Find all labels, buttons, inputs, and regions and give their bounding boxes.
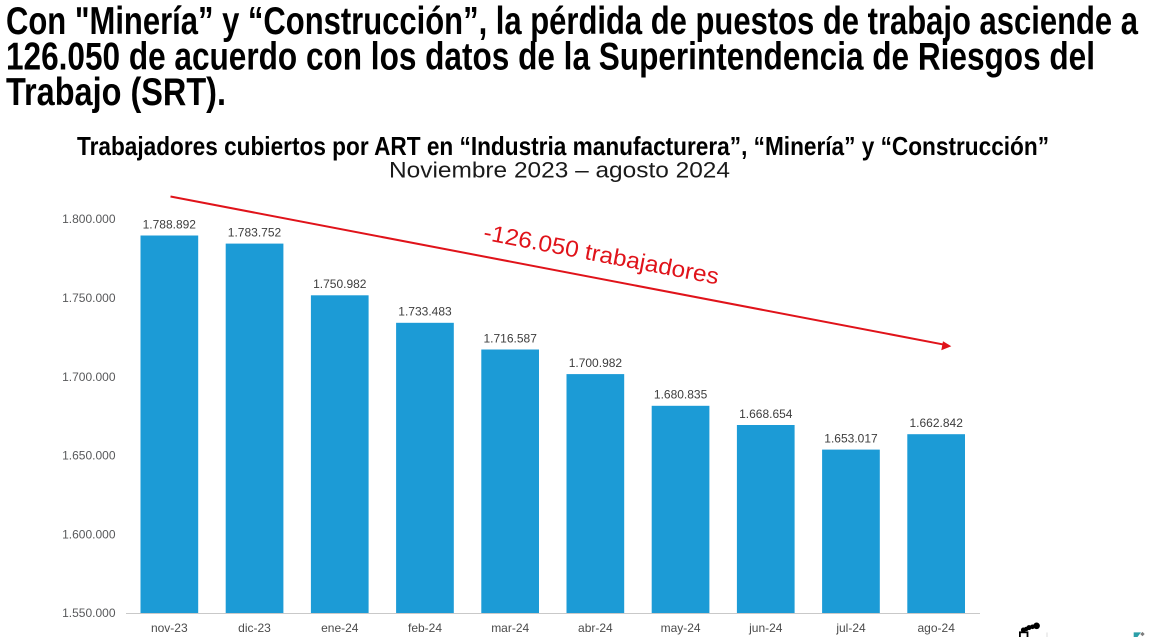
svg-text:1.700.000: 1.700.000 — [62, 370, 116, 384]
svg-text:1.662.842: 1.662.842 — [910, 416, 964, 430]
svg-text:mar-24: mar-24 — [491, 621, 529, 635]
svg-text:1.788.892: 1.788.892 — [143, 217, 197, 231]
svg-text:1.600.000: 1.600.000 — [62, 527, 116, 541]
svg-text:jun-24: jun-24 — [748, 621, 783, 635]
svg-text:1.750.982: 1.750.982 — [313, 277, 367, 291]
svg-text:1.733.483: 1.733.483 — [398, 305, 452, 319]
svg-text:ene-24: ene-24 — [321, 621, 359, 635]
svg-text:abr-24: abr-24 — [578, 621, 613, 635]
svg-text:Con "Minería” y “Construcción”: Con "Minería” y “Construcción”, la pérdi… — [6, 0, 1138, 43]
svg-text:1.650.000: 1.650.000 — [62, 449, 116, 463]
svg-text:1.653.017: 1.653.017 — [824, 431, 878, 445]
svg-text:1.550.000: 1.550.000 — [62, 606, 116, 620]
svg-text:126.050 de acuerdo con los dat: 126.050 de acuerdo con los datos de la S… — [6, 36, 1095, 79]
svg-text:may-24: may-24 — [661, 621, 701, 635]
svg-text:Noviembre 2023 – agosto 2024: Noviembre 2023 – agosto 2024 — [389, 158, 730, 183]
svg-text:1.716.587: 1.716.587 — [484, 331, 538, 345]
svg-text:jul-24: jul-24 — [835, 621, 866, 635]
svg-text:dic-23: dic-23 — [238, 621, 271, 635]
svg-text:Trabajo (SRT).: Trabajo (SRT). — [6, 71, 226, 114]
svg-text:1.700.982: 1.700.982 — [569, 356, 623, 370]
svg-text:nov-23: nov-23 — [151, 621, 188, 635]
svg-text:feb-24: feb-24 — [408, 621, 442, 635]
svg-text:1.680.835: 1.680.835 — [654, 388, 708, 402]
svg-text:ago-24: ago-24 — [918, 621, 956, 635]
svg-text:1.800.000: 1.800.000 — [62, 212, 116, 226]
svg-text:1.750.000: 1.750.000 — [62, 291, 116, 305]
svg-text:Trabajadores cubiertos por ART: Trabajadores cubiertos por ART en “Indus… — [77, 131, 1049, 161]
svg-text:1.783.752: 1.783.752 — [228, 225, 282, 239]
svg-text:1.668.654: 1.668.654 — [739, 407, 793, 421]
